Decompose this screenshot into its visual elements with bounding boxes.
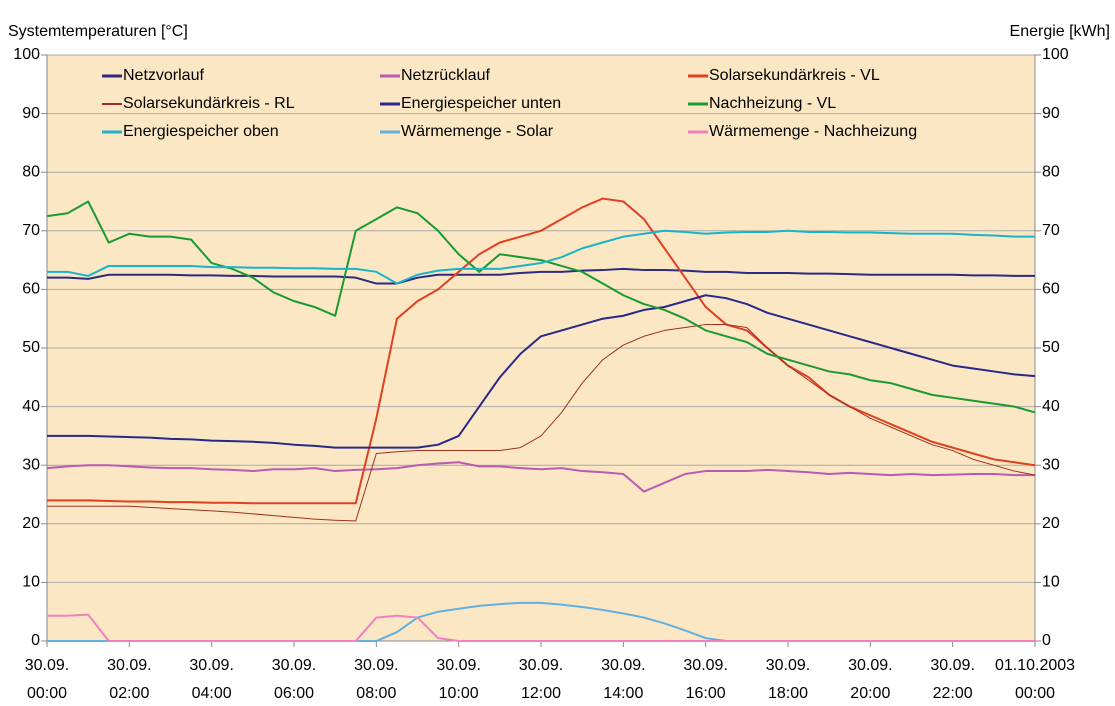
y-tick-label: 70 bbox=[22, 222, 40, 239]
legend-label: Wärmemenge - Nachheizung bbox=[709, 123, 917, 140]
y2-tick-label: 100 bbox=[1042, 46, 1069, 63]
y2-tick-label: 90 bbox=[1042, 105, 1060, 122]
series-line bbox=[47, 324, 1036, 522]
y-tick-label: 20 bbox=[22, 515, 40, 532]
series-line bbox=[47, 613, 1035, 642]
legend-label: Wärmemenge - Solar bbox=[401, 123, 554, 140]
x-tick-label: 30.09. 16:00 bbox=[683, 657, 728, 702]
x-tick-label: 30.09. 10:00 bbox=[436, 657, 481, 702]
series-line bbox=[47, 229, 1035, 285]
legend-label: Solarsekundärkreis - RL bbox=[123, 95, 295, 112]
y2-tick-label: 0 bbox=[1042, 632, 1051, 649]
x-tick-label: 30.09. 14:00 bbox=[601, 657, 646, 702]
y2-tick-label: 60 bbox=[1042, 281, 1060, 298]
y2-tick-label: 70 bbox=[1042, 222, 1060, 239]
x-tick-label: 30.09. 18:00 bbox=[765, 657, 811, 702]
legend-label: Solarsekundärkreis - VL bbox=[709, 67, 880, 84]
x-tick-label: 01.10.2003 00:00 bbox=[994, 657, 1076, 702]
y-tick-label: 80 bbox=[22, 163, 40, 180]
y-tick-label: 100 bbox=[13, 46, 40, 63]
x-tick-label: 30.09. 08:00 bbox=[354, 657, 399, 702]
legend-label: Energiespeicher oben bbox=[123, 123, 279, 140]
series-line bbox=[47, 294, 1036, 449]
x-tick-label: 30.09. 02:00 bbox=[107, 657, 152, 702]
y-axis-label: Systemtemperaturen [°C] bbox=[8, 23, 188, 40]
x-tick-label: 30.09. 12:00 bbox=[518, 657, 564, 702]
series-line bbox=[47, 197, 1036, 505]
x-tick-label: 30.09. 20:00 bbox=[848, 657, 893, 702]
y-tick-label: 10 bbox=[22, 574, 40, 591]
x-tick-label: 30.09. 22:00 bbox=[930, 657, 975, 702]
y2-tick-label: 20 bbox=[1042, 515, 1060, 532]
y2-tick-label: 40 bbox=[1042, 398, 1060, 415]
legend-label: Energiespeicher unten bbox=[401, 95, 561, 112]
y-tick-label: 0 bbox=[31, 632, 40, 649]
series-line bbox=[46, 200, 1036, 414]
y2-tick-label: 30 bbox=[1042, 456, 1060, 473]
y2-axis-label: Energie [kWh] bbox=[1010, 23, 1110, 40]
legend-label: Nachheizung - VL bbox=[709, 95, 836, 112]
y-tick-label: 50 bbox=[22, 339, 40, 356]
x-tick-label: 30.09. 00:00 bbox=[24, 657, 70, 702]
y-tick-label: 90 bbox=[22, 105, 40, 122]
x-tick-label: 30.09. 04:00 bbox=[189, 657, 234, 702]
series-line bbox=[47, 267, 1035, 285]
y-tick-label: 40 bbox=[22, 398, 40, 415]
series-line bbox=[46, 461, 1035, 493]
y2-tick-label: 50 bbox=[1042, 339, 1060, 356]
y2-tick-label: 10 bbox=[1042, 574, 1060, 591]
y-tick-label: 60 bbox=[22, 281, 40, 298]
y2-tick-label: 80 bbox=[1042, 163, 1060, 180]
legend-label: Netzrücklauf bbox=[401, 67, 490, 84]
legend-label: Netzvorlauf bbox=[123, 67, 204, 84]
y-tick-label: 30 bbox=[22, 456, 40, 473]
x-tick-label: 30.09. 06:00 bbox=[271, 657, 317, 702]
